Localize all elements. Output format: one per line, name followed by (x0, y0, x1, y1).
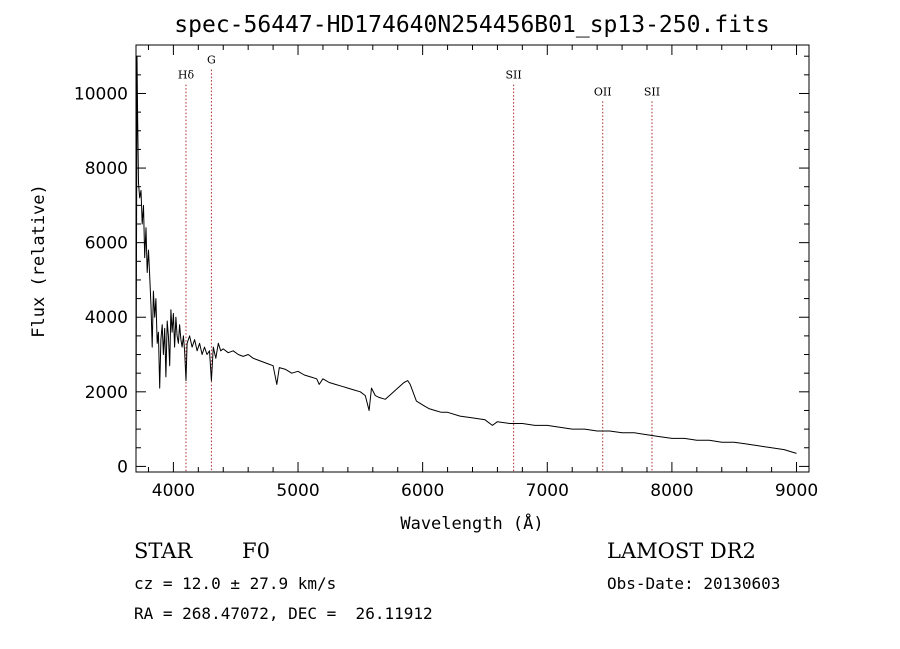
x-tick-label-0: 4000 (152, 481, 195, 501)
redshift-velocity: cz = 12.0 ± 27.9 km/s (134, 574, 337, 593)
y-tick-label-1: 2000 (85, 383, 128, 403)
plot-frame (135, 44, 810, 473)
coordinates: RA = 268.47072, DEC = 26.11912 (134, 604, 433, 623)
chart-marks: Hδ G SII OII SII 4000 5000 6000 7000 8000 9000 0 200… (74, 45, 818, 501)
line-label-4: SII (644, 85, 660, 98)
x-tick-label-5: 9000 (775, 481, 818, 501)
object-class: STAR (134, 539, 193, 563)
x-tick-label-1: 5000 (276, 481, 319, 501)
y-tick-label-0: 0 (117, 457, 128, 477)
survey-name: LAMOST DR2 (607, 539, 756, 563)
y-tick-label-2: 4000 (85, 308, 128, 328)
line-label-3: OII (594, 85, 612, 98)
x-tick-label-4: 8000 (650, 481, 693, 501)
line-label-1: G (207, 54, 216, 67)
spectral-type: F0 (242, 539, 270, 563)
observation-date: Obs-Date: 20130603 (607, 574, 781, 593)
x-tick-label-2: 6000 (401, 481, 444, 501)
line-label-0: Hδ (178, 69, 195, 82)
spectrum-series-0 (135, 55, 797, 454)
y-axis-label: Flux (relative) (29, 184, 49, 338)
chart-title: spec-56447-HD174640N254456B01_sp13-250.f… (174, 12, 769, 38)
y-tick-label-5: 10000 (74, 84, 128, 104)
y-tick-label-3: 6000 (85, 234, 128, 254)
line-label-2: SII (506, 69, 522, 82)
x-tick-label-3: 7000 (526, 481, 569, 501)
x-axis-label: Wavelength (Å) (400, 512, 543, 534)
y-tick-label-4: 8000 (85, 159, 128, 179)
